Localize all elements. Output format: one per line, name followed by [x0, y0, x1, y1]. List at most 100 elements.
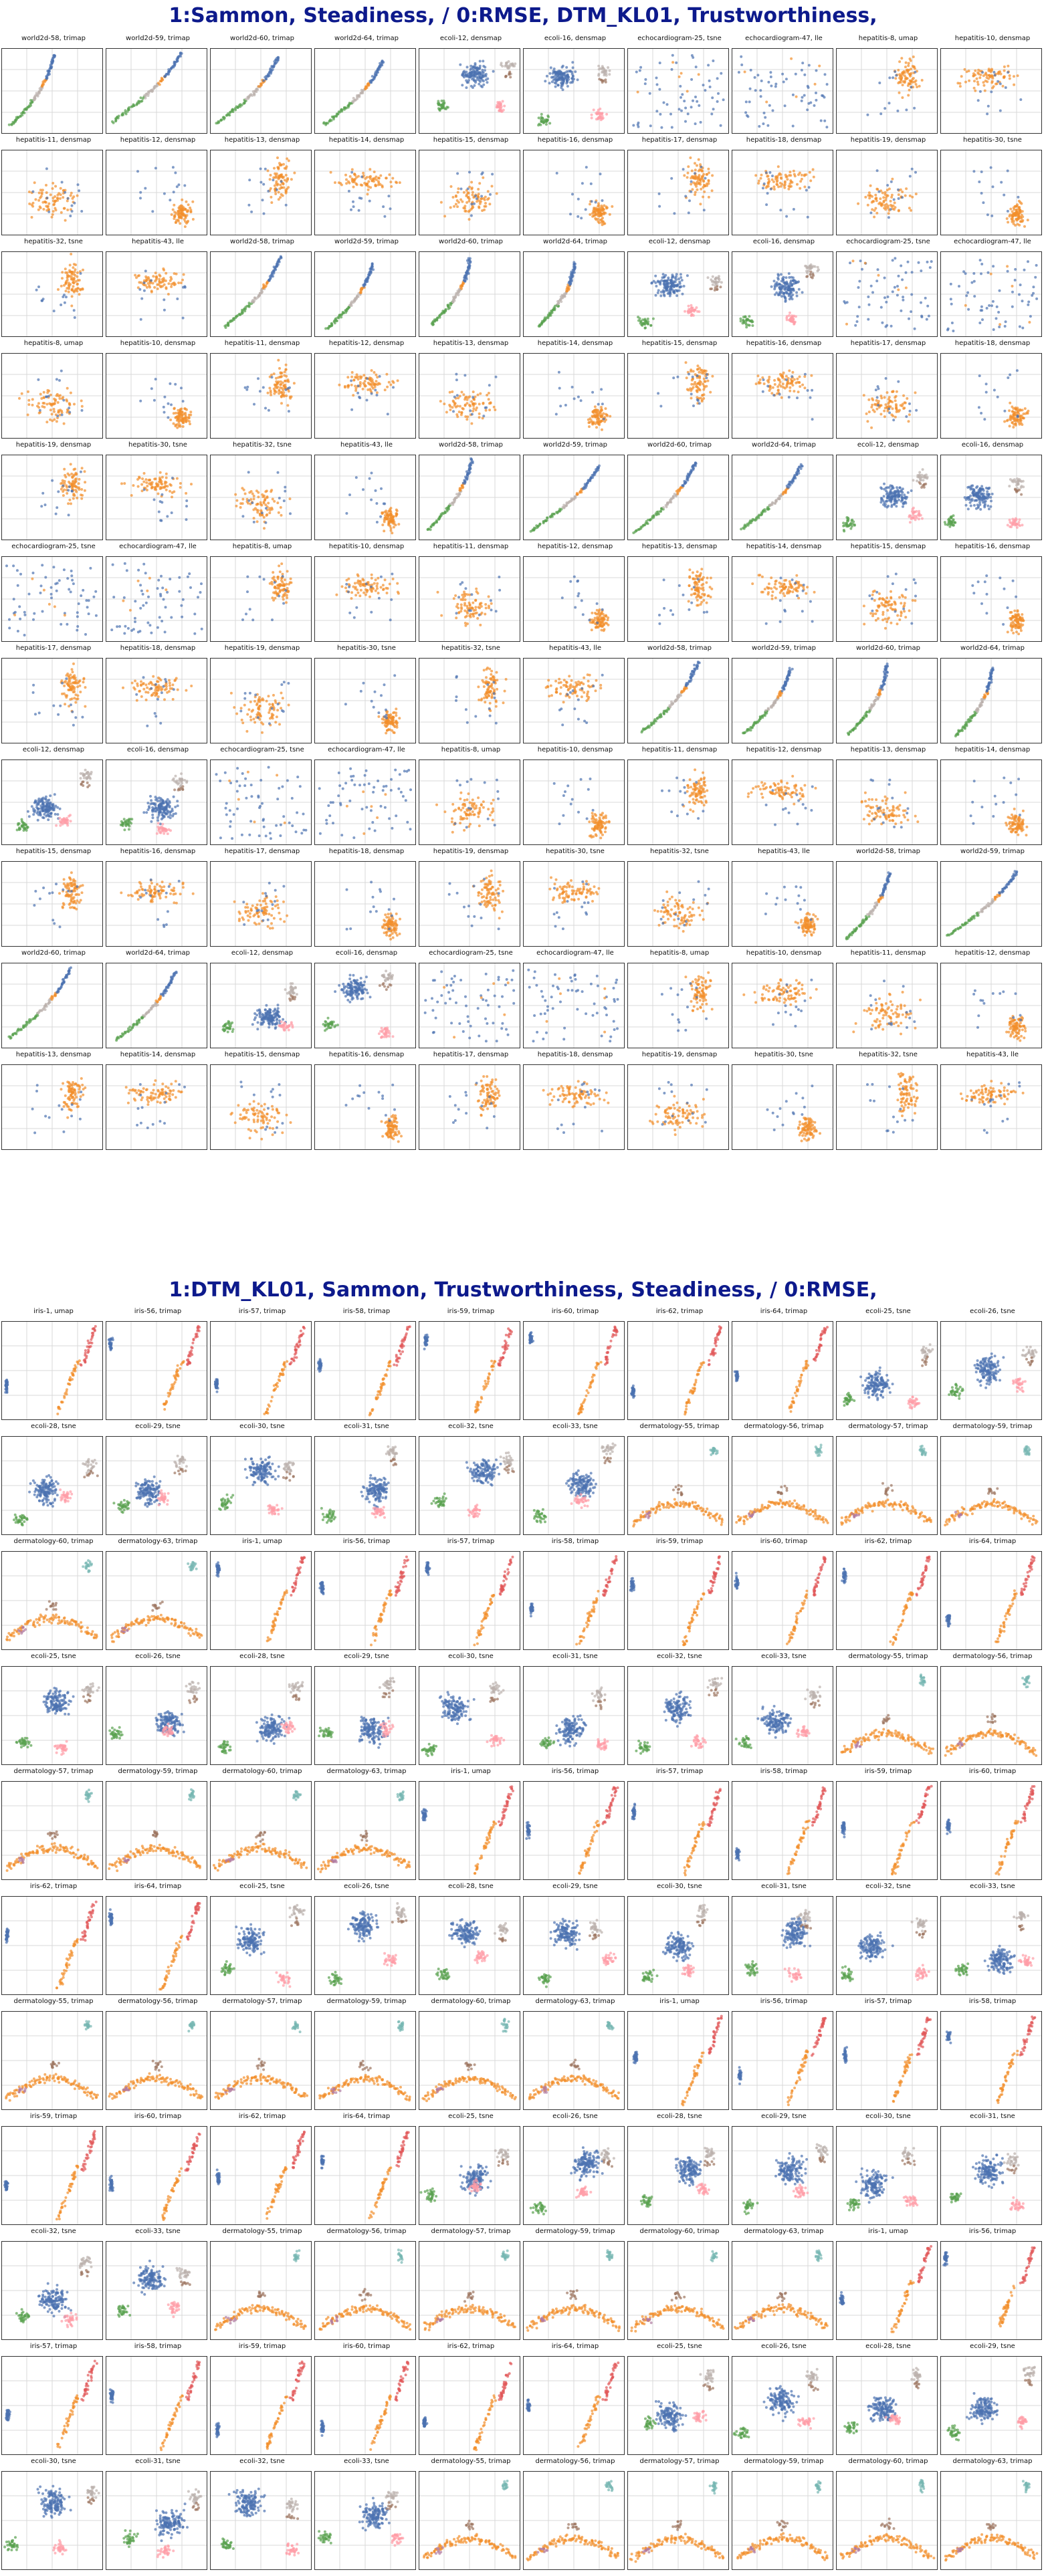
scatter-point	[507, 60, 510, 63]
scatter-point	[1013, 208, 1016, 211]
scatter-point	[692, 404, 695, 407]
scatter-point	[74, 280, 78, 283]
scatter-point	[704, 89, 707, 92]
scatter-point	[162, 405, 165, 408]
scatter-point	[68, 411, 72, 414]
scatter-point	[270, 490, 273, 493]
scatter-point	[892, 76, 895, 80]
scatter-point	[480, 197, 484, 201]
scatter-point	[467, 257, 470, 260]
scatter-point	[965, 294, 968, 298]
plot-frame	[940, 48, 1042, 134]
scatter-point	[443, 402, 446, 406]
scatter-point	[707, 195, 710, 199]
scatter-point	[789, 378, 793, 381]
scatter-point	[700, 168, 703, 172]
scatter-point	[140, 297, 144, 300]
scatter-point	[766, 183, 770, 186]
scatter-point	[276, 183, 279, 187]
scatter-point	[352, 185, 355, 189]
scatter-point	[490, 185, 494, 188]
scatter-point	[463, 72, 467, 75]
scatter-point	[904, 286, 908, 289]
scatter-point	[66, 209, 70, 211]
plot-frame	[1, 353, 103, 439]
scatter-point	[789, 320, 793, 323]
scatter-point	[679, 276, 683, 279]
scatter-point	[340, 108, 343, 111]
scatter-point	[136, 478, 139, 481]
scatter-point	[893, 285, 896, 289]
scatter-point	[64, 267, 67, 271]
scatter-point	[60, 487, 63, 491]
scatter-point	[694, 191, 697, 194]
scatter-point	[177, 218, 180, 221]
scatter-point	[472, 86, 474, 89]
scatter-point	[173, 214, 177, 217]
scatter-point	[887, 207, 890, 210]
scatter-point	[492, 405, 496, 408]
scatter-point	[190, 483, 193, 486]
scatter-point	[68, 406, 71, 410]
scatter-point	[1021, 300, 1024, 303]
scatter-point	[784, 276, 788, 279]
scatter-point	[845, 301, 849, 304]
scatter-panel: hepatitis-19, densmap	[1, 441, 106, 542]
scatter-point	[789, 386, 792, 389]
scatter-point	[159, 480, 162, 483]
scatter-point	[361, 387, 364, 390]
scatter-point	[898, 91, 901, 94]
scatter-point	[702, 388, 706, 391]
scatter-point	[379, 62, 382, 65]
scatter-point	[457, 396, 460, 400]
scatter-point	[259, 509, 263, 512]
scatter-point	[659, 112, 662, 116]
scatter-point	[456, 404, 459, 408]
scatter-point	[385, 372, 389, 376]
scatter-point	[576, 78, 579, 82]
scatter-point	[768, 171, 772, 174]
scatter-point	[765, 203, 768, 207]
panel-title: world2d-60, trimap	[210, 35, 314, 42]
scatter-point	[459, 187, 463, 191]
scatter-point	[556, 75, 559, 78]
scatter-point	[654, 274, 657, 277]
scatter-point	[1011, 421, 1014, 425]
scatter-point	[175, 185, 179, 189]
scatter-point	[851, 259, 855, 263]
panel-title: echocardiogram-47, lle	[732, 35, 836, 42]
scatter-point	[809, 270, 813, 273]
scatter-panel: hepatitis-30, tsne	[106, 441, 210, 542]
scatter-point	[678, 280, 682, 283]
scatter-point	[761, 376, 764, 379]
scatter-point	[165, 271, 168, 275]
scatter-point	[287, 410, 290, 413]
scatter-point	[467, 218, 471, 221]
scatter-point	[745, 114, 748, 117]
scatter-point	[899, 81, 902, 84]
scatter-point	[261, 199, 264, 202]
scatter-point	[165, 488, 168, 491]
scatter-point	[765, 100, 768, 104]
scatter-point	[273, 499, 276, 503]
scatter-point	[673, 285, 676, 288]
scatter-point	[684, 195, 688, 198]
scatter-point	[700, 398, 704, 402]
scatter-panel: ecoli-12, densmap	[627, 238, 732, 338]
scatter-point	[278, 174, 280, 177]
scatter-point	[585, 166, 588, 169]
scatter-point	[474, 408, 478, 412]
scatter-point	[465, 79, 468, 82]
plot-frame	[106, 353, 207, 439]
scatter-panel: hepatitis-15, densmap	[627, 340, 732, 440]
scatter-point	[670, 68, 673, 71]
scatter-point	[997, 311, 1001, 314]
scatter-point	[53, 418, 56, 421]
scatter-point	[259, 167, 262, 170]
scatter-point	[774, 85, 777, 88]
scatter-point	[952, 330, 955, 332]
scatter-point	[288, 497, 292, 501]
scatter-point	[874, 193, 877, 197]
scatter-point	[350, 170, 354, 174]
scatter-point	[776, 392, 779, 395]
